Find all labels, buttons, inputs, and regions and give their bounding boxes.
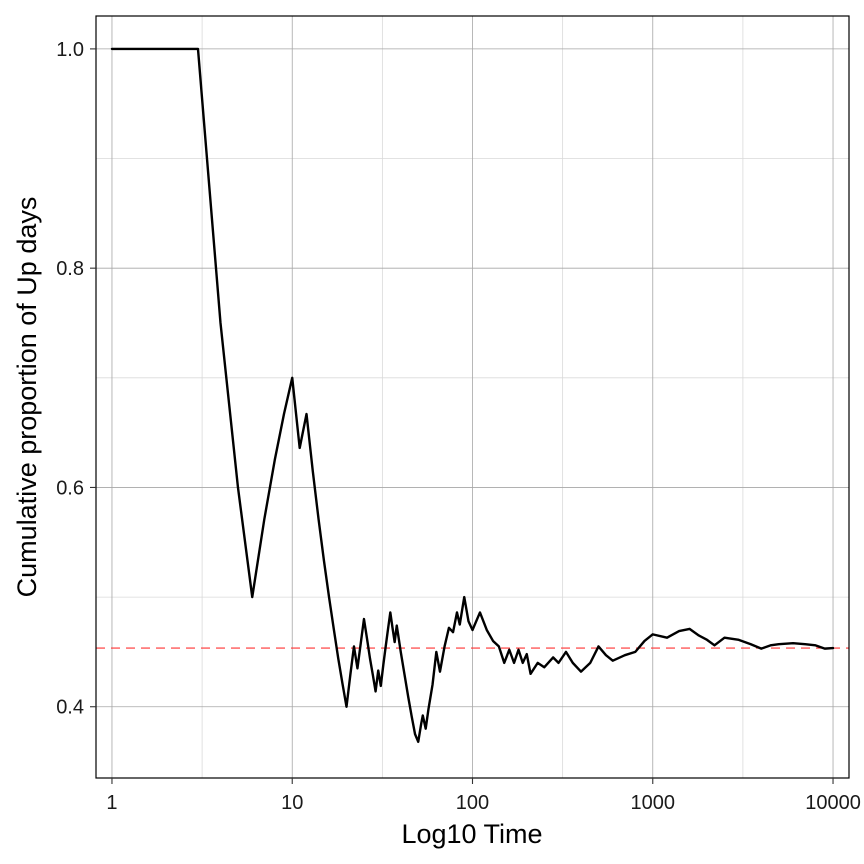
series-group [110, 47, 835, 744]
major-grid [96, 16, 849, 778]
series-line [110, 47, 835, 744]
y-axis: 0.4 0.6 0.8 1.0 [56, 39, 96, 719]
y-tick-label: 0.8 [56, 258, 84, 280]
x-tick-label: 1 [106, 792, 117, 814]
x-tick-label: 100 [456, 792, 489, 814]
y-axis-title: Cumulative proportion of Up days [12, 197, 42, 598]
x-tick-label: 10000 [805, 792, 861, 814]
x-axis: 1 10 100 1000 10000 [106, 778, 861, 814]
y-tick-label: 0.6 [56, 477, 84, 499]
x-axis-title: Log10 Time [401, 819, 542, 849]
x-tick-label: 10 [281, 792, 303, 814]
y-tick-label: 0.4 [56, 697, 84, 719]
y-tick-label: 1.0 [56, 39, 84, 61]
x-tick-label: 1000 [631, 792, 676, 814]
